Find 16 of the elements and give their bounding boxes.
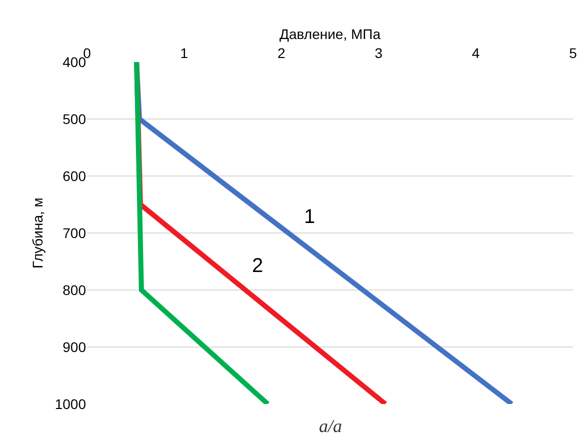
x-axis-title: Давление, МПа: [280, 26, 381, 42]
y-tick-label: 700: [62, 224, 86, 241]
x-tick-label: 3: [374, 45, 383, 62]
x-tick-label: 1: [180, 45, 188, 62]
y-tick-label: 900: [62, 338, 86, 355]
y-tick-label: 600: [62, 168, 86, 184]
series-label: 1: [304, 206, 316, 228]
x-tick-label: 4: [472, 45, 480, 62]
series-label: 2: [252, 255, 264, 277]
x-tick-label: 2: [278, 45, 286, 62]
y-tick-label: 800: [62, 282, 86, 298]
y-tick-label: 500: [62, 110, 86, 127]
y-tick-label: 1000: [54, 396, 86, 412]
y-axis-title: Глубина, м: [29, 198, 46, 268]
x-tick-label: 5: [569, 45, 578, 62]
text: a/a: [319, 416, 342, 436]
